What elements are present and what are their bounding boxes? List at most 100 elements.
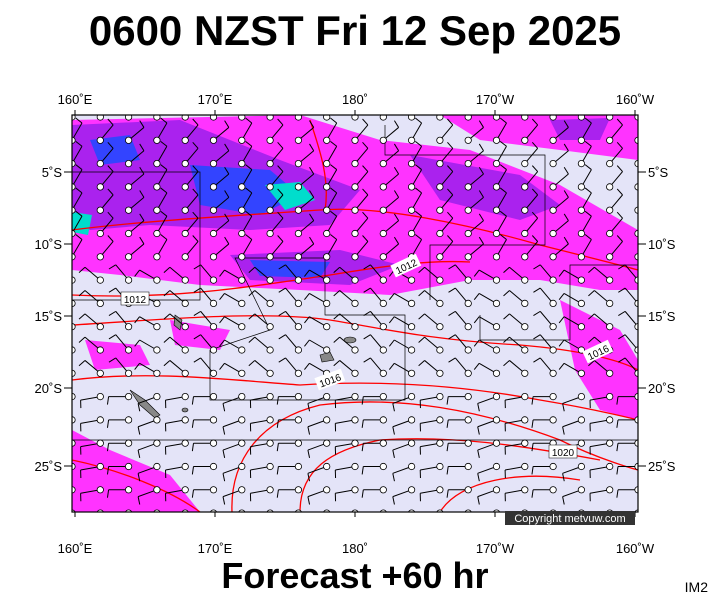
barb-flag: [616, 419, 619, 428]
barb-flag: [139, 213, 145, 221]
barb-flag: [418, 266, 425, 273]
station: [606, 160, 614, 168]
station: [238, 392, 246, 401]
barb-flag: [588, 266, 595, 273]
barb-flag: [333, 336, 341, 343]
station: [436, 323, 444, 331]
barb-flag: [106, 489, 110, 498]
station: [153, 276, 161, 284]
station: [577, 416, 586, 424]
barb-flag: [139, 120, 145, 128]
station: [549, 183, 557, 191]
barb-flag: [108, 287, 117, 293]
barb-flag: [473, 269, 480, 277]
station: [209, 229, 218, 238]
barb-flag: [276, 419, 279, 428]
station: [238, 369, 246, 377]
isobar-label-box: [120, 291, 150, 306]
barb-flag: [222, 496, 226, 505]
barb-flag: [224, 143, 230, 152]
station: [238, 346, 246, 354]
lon-label-top: 170˚W: [476, 92, 515, 107]
barb-flag: [362, 211, 369, 219]
station: [577, 229, 586, 238]
station: [181, 392, 189, 401]
station: [577, 160, 586, 168]
barb-flag: [478, 213, 484, 221]
barb-flag: [533, 264, 541, 270]
station: [549, 369, 557, 377]
station: [153, 346, 161, 354]
station: [96, 206, 104, 214]
barb-flag: [473, 362, 480, 370]
station: [181, 206, 189, 214]
wind-barbs: [72, 115, 638, 512]
barb-flag: [473, 293, 480, 300]
station: [407, 160, 416, 168]
barb-flag: [192, 165, 199, 172]
barb-flag: [163, 360, 171, 367]
station: [351, 276, 359, 284]
barb-flag: [248, 336, 256, 343]
station: [181, 346, 189, 354]
station: [521, 439, 529, 447]
barb-flag: [106, 466, 110, 475]
station: [407, 276, 416, 284]
barb-flag: [222, 426, 226, 435]
station: [379, 115, 387, 121]
station: [351, 323, 359, 331]
station: [266, 115, 274, 121]
station: [238, 183, 246, 191]
station: [125, 392, 133, 401]
barb-flag: [616, 211, 623, 219]
barb-flag: [499, 140, 507, 147]
station: [577, 439, 586, 447]
barb-flag: [75, 164, 83, 170]
barb-flag: [558, 362, 565, 370]
station: [351, 462, 359, 471]
barb-flag: [163, 336, 171, 343]
barb-flag: [108, 264, 117, 270]
barb-flag: [224, 236, 230, 245]
barb-flag: [418, 336, 425, 343]
station: [96, 115, 104, 121]
barb-flag: [78, 290, 86, 297]
barb-flag: [363, 264, 371, 270]
station: [464, 439, 472, 447]
barb-flag: [447, 211, 454, 219]
station: [153, 253, 161, 261]
barb-flag: [362, 141, 369, 149]
station: [606, 299, 614, 307]
barb-flag: [78, 313, 86, 320]
station: [492, 486, 501, 494]
station: [407, 323, 416, 331]
barb-flag: [278, 287, 286, 293]
station: [294, 323, 302, 331]
station: [294, 299, 302, 307]
station: [549, 253, 557, 261]
barb-flag: [478, 166, 484, 175]
barb-flag: [447, 118, 454, 126]
barb-flag: [477, 403, 480, 412]
barb-flag: [415, 140, 422, 147]
station: [549, 392, 557, 401]
barb-flag: [418, 290, 425, 297]
station: [96, 439, 104, 447]
barb-flag: [361, 466, 364, 475]
station: [323, 486, 331, 494]
station: [549, 486, 557, 494]
barb-flag: [533, 334, 541, 340]
barb-flag: [307, 449, 311, 458]
station: [464, 160, 472, 168]
barb-flag: [584, 234, 592, 240]
station: [153, 183, 161, 191]
barb-flag: [222, 403, 226, 412]
station: [549, 416, 557, 424]
station: [549, 229, 557, 238]
station: [549, 276, 557, 284]
barb-flag: [278, 310, 286, 317]
barb-flag: [330, 210, 338, 217]
barb-flag: [160, 164, 168, 170]
station: [492, 439, 501, 447]
station: [492, 229, 501, 238]
